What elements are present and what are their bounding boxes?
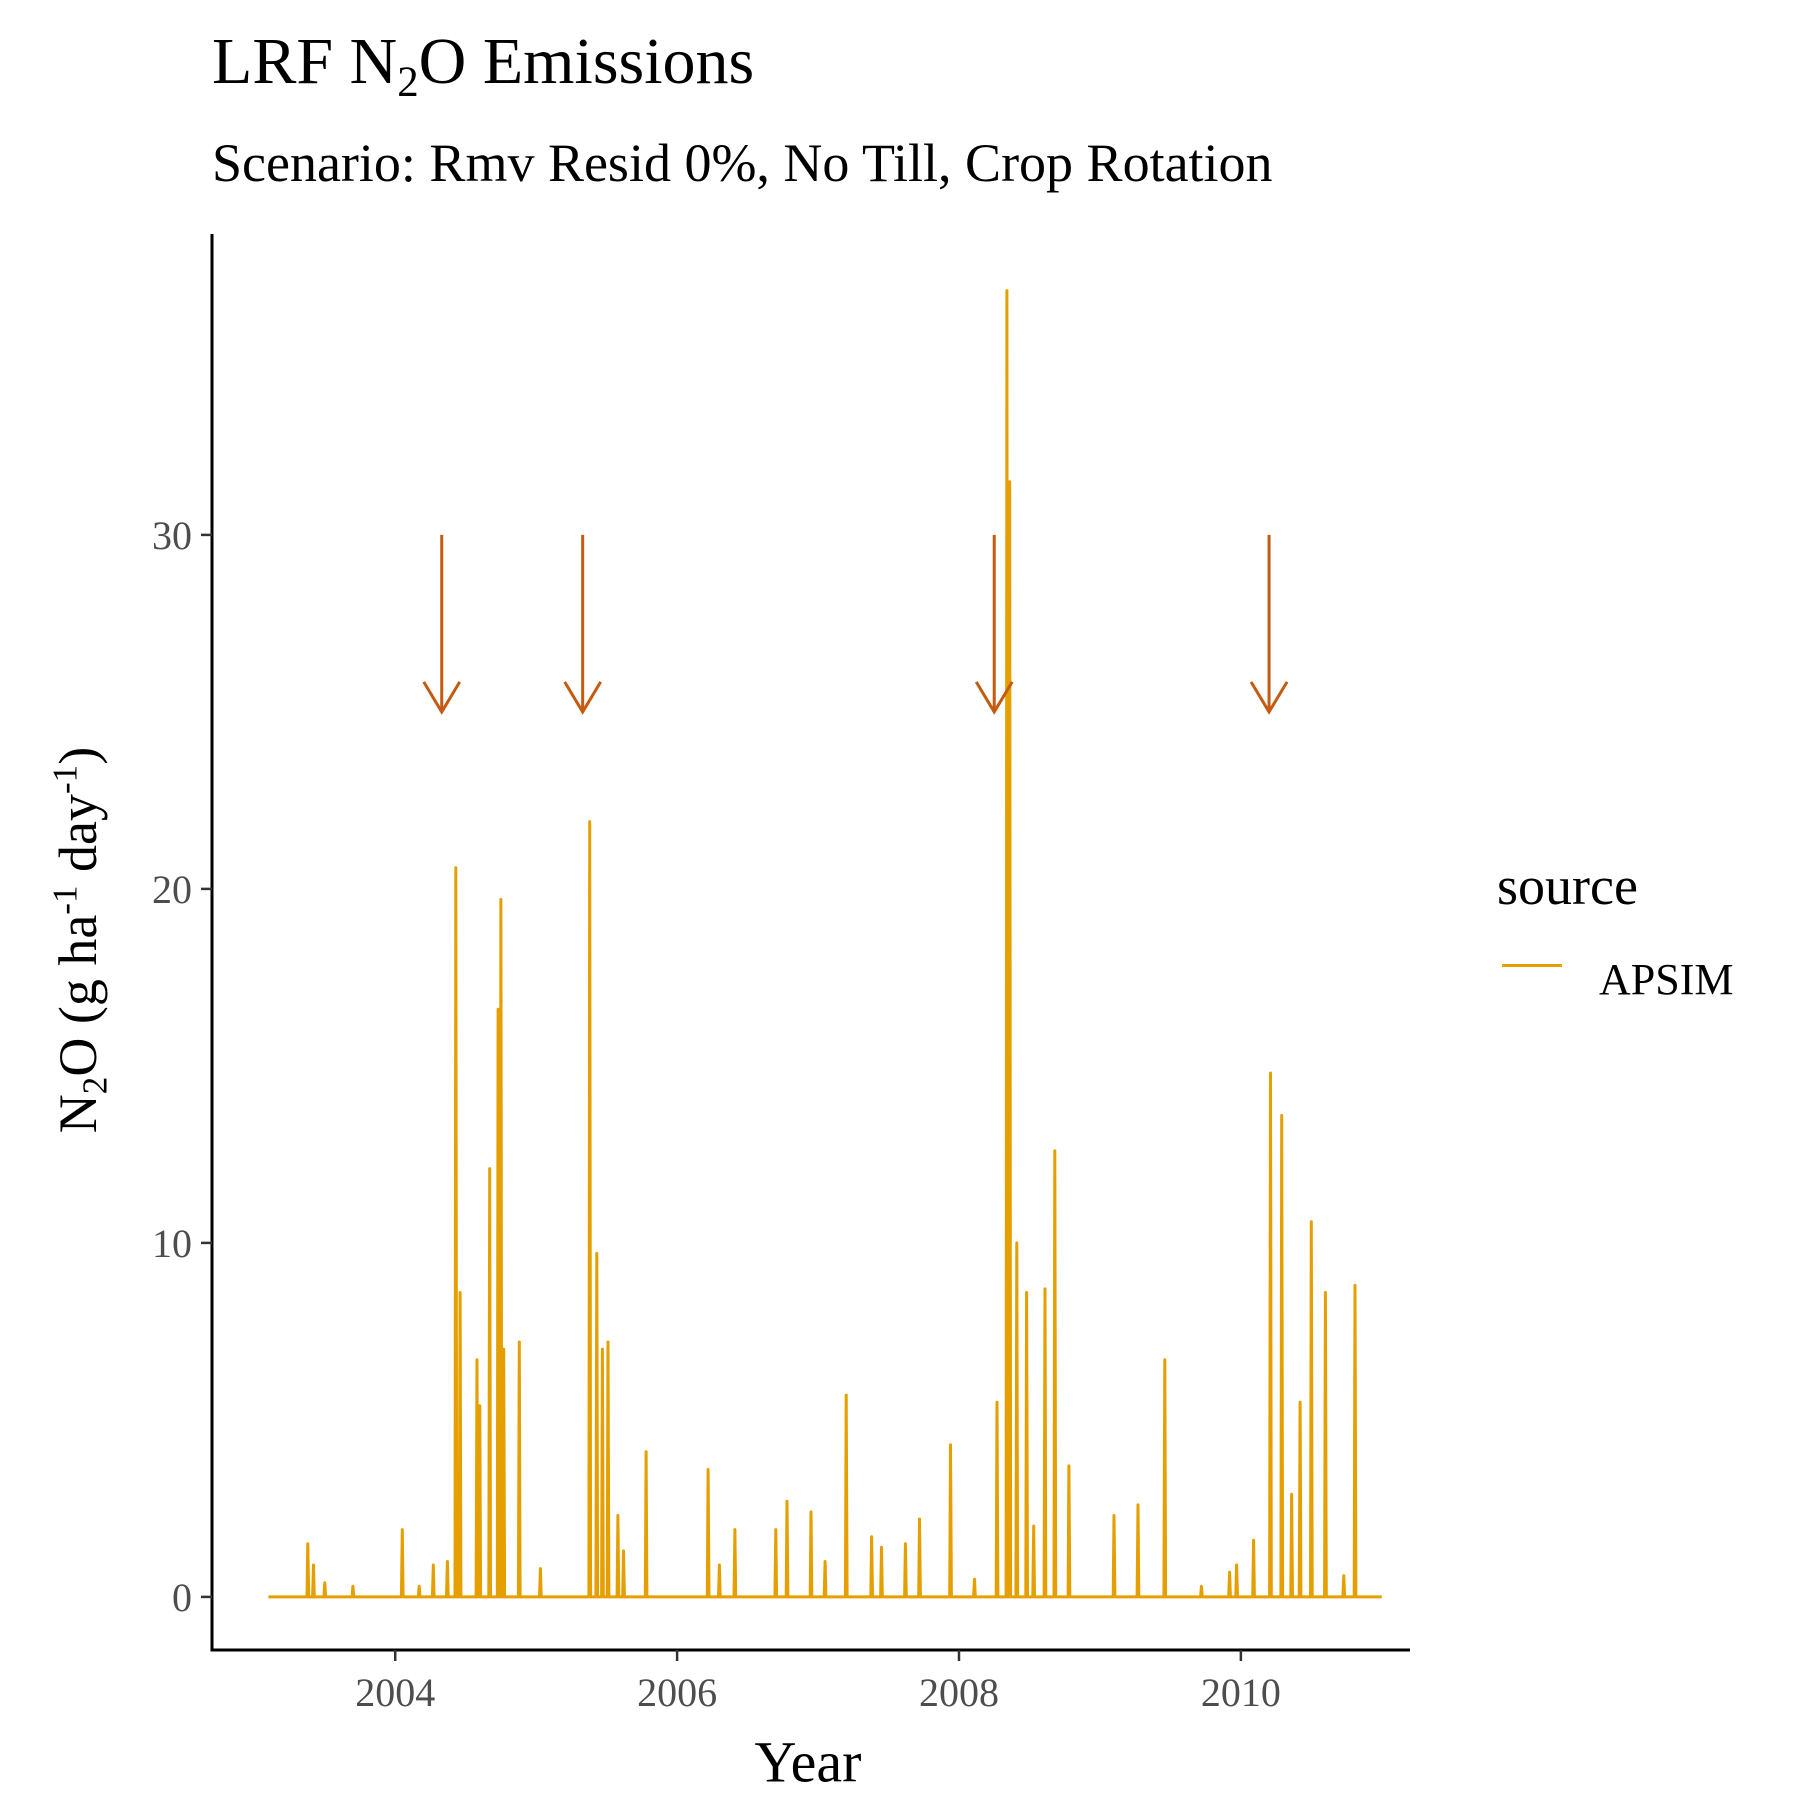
chart-title: LRF N2O Emissions bbox=[212, 25, 755, 106]
arrow-annotation bbox=[1249, 534, 1289, 715]
x-tick-label: 2006 bbox=[637, 1670, 717, 1715]
x-tick-label: 2010 bbox=[1201, 1670, 1281, 1715]
legend-title: source bbox=[1497, 856, 1638, 916]
series-layer bbox=[268, 289, 1382, 1599]
x-tick-label: 2008 bbox=[919, 1670, 999, 1715]
y-axis-title: N2O (g ha-1 day-1) bbox=[45, 746, 115, 1134]
y-tick-label: 10 bbox=[152, 1221, 192, 1266]
x-axis-title: Year bbox=[754, 1729, 862, 1795]
arrow-head bbox=[1249, 681, 1289, 715]
x-tick-label: 2004 bbox=[355, 1670, 435, 1715]
arrow-annotation bbox=[422, 534, 462, 715]
legend-key-apsim bbox=[1502, 964, 1562, 967]
legend-label-apsim: APSIM bbox=[1599, 955, 1734, 1004]
y-tick-label: 0 bbox=[172, 1575, 192, 1620]
arrow-head bbox=[974, 681, 1014, 715]
arrow-head bbox=[422, 681, 462, 715]
arrow-head bbox=[563, 681, 602, 715]
series-line-apsim bbox=[268, 289, 1382, 1599]
axis-layer: 0 10 20 30 2004 2006 2008 2010 bbox=[152, 234, 1410, 1715]
arrow-annotation bbox=[974, 534, 1014, 715]
chart-subtitle: Scenario: Rmv Resid 0%, No Till, Crop Ro… bbox=[212, 133, 1273, 193]
y-tick-label: 20 bbox=[152, 867, 192, 912]
arrow-layer bbox=[422, 534, 1289, 715]
y-tick-label: 30 bbox=[152, 513, 192, 558]
arrow-annotation bbox=[563, 534, 602, 715]
